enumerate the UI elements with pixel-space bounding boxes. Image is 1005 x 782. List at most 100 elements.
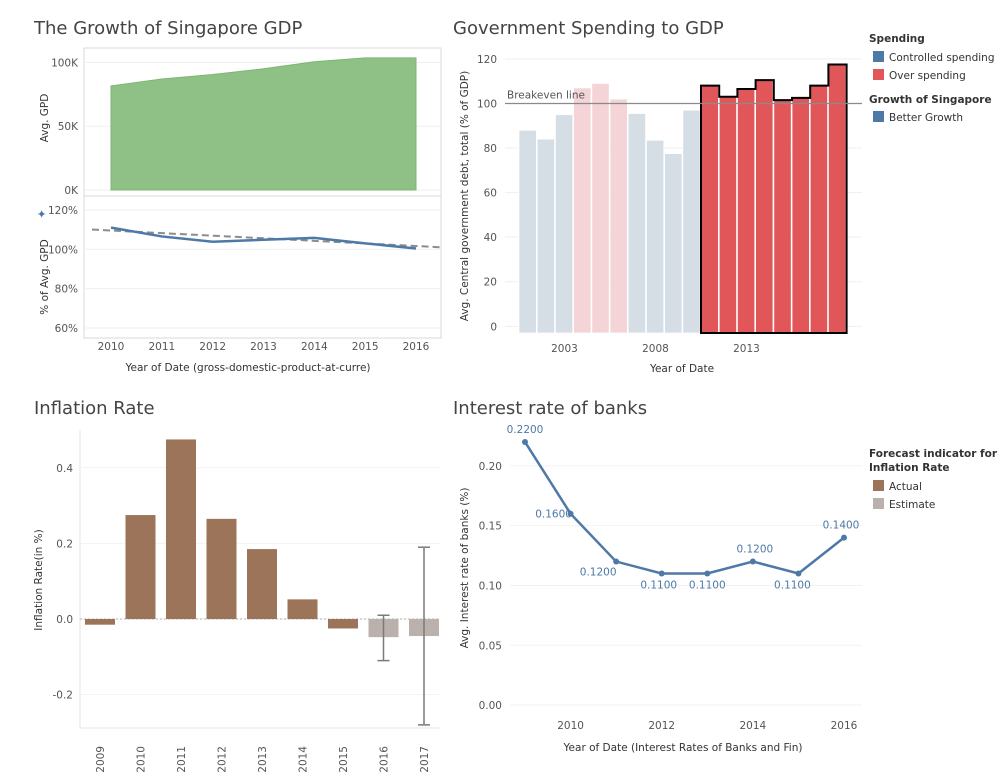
gdp-panel-frame [83, 47, 442, 339]
legend-label-over[interactable]: Over spending [889, 70, 966, 82]
interest-point [704, 570, 711, 577]
interest-data-label: 0.1600 [535, 509, 572, 521]
spending-y-tick-label: 40 [484, 232, 497, 244]
inflation-bar [247, 549, 277, 620]
inflation-y-tick-label: 0.2 [56, 538, 73, 550]
gdp-x-tick-label: 2016 [403, 341, 430, 353]
interest-data-label: 0.1200 [580, 567, 617, 579]
forecast-legend: Forecast indicator for Inflation Rate Ac… [869, 448, 998, 511]
inflation-bar [166, 439, 196, 620]
gdp-x-tick-label: 2010 [98, 341, 125, 353]
inflation-x-tick-label: 2009 [95, 746, 107, 773]
interest-point [749, 558, 756, 565]
spending-bar [809, 85, 829, 334]
legend-swatch-better-growth[interactable] [873, 111, 884, 122]
inflation-x-tick-label: 2010 [136, 746, 148, 773]
inflation-bar [206, 518, 237, 620]
interest-x-tick-label: 2010 [557, 720, 584, 732]
spending-y-tick-label: 80 [484, 143, 497, 155]
spending-y-tick-label: 60 [484, 188, 497, 200]
gdp-bottom-y-tick-label: 100% [48, 244, 78, 256]
legend-label-controlled[interactable]: Controlled spending [889, 52, 995, 64]
gdp-top-y-tick-label: 50K [58, 121, 79, 133]
spending-bar [718, 96, 738, 334]
spending-bar [573, 87, 592, 334]
inflation-x-tick-label: 2017 [419, 746, 431, 773]
legend-swatch-estimate[interactable] [873, 498, 884, 509]
legend-swatch-controlled[interactable] [873, 51, 884, 62]
inflation-chart-title: Inflation Rate [34, 398, 155, 419]
inflation-y-tick-label: -0.2 [53, 690, 74, 702]
interest-data-label: 0.1100 [689, 580, 726, 592]
spending-bar [627, 113, 647, 334]
interest-data-label: 0.1100 [640, 580, 677, 592]
legend-title-forecast-2: Inflation Rate [869, 462, 950, 474]
interest-data-label: 0.1200 [736, 544, 773, 556]
interest-point [613, 558, 620, 565]
spending-y-tick-label: 100 [477, 98, 497, 110]
spending-bar [664, 153, 683, 334]
inflation-y-tick-label: 0.4 [56, 463, 73, 475]
legend-title-growth: Growth of Singapore [869, 94, 992, 106]
interest-y-axis-label: Avg. Interest rate of banks (%) [459, 488, 471, 649]
pin-icon: ✦ [35, 209, 49, 219]
spending-bar [700, 85, 719, 334]
spending-y-tick-label: 20 [484, 277, 497, 289]
interest-line [523, 441, 845, 575]
gdp-x-axis-label: Year of Date (gross-domestic-product-at-… [124, 362, 370, 374]
gdp-top-y-tick-label: 100K [51, 57, 79, 69]
spending-highlight-outline [700, 63, 848, 334]
growth-legend: Growth of Singapore Better Growth [869, 94, 992, 124]
interest-point [841, 534, 847, 541]
spending-x-tick-label: 2003 [551, 343, 578, 355]
legend-label-actual[interactable]: Actual [889, 481, 922, 493]
spending-bar [609, 98, 628, 334]
spending-legend: Spending Controlled spending Over spendi… [869, 33, 995, 82]
spending-bar [737, 88, 756, 334]
inflation-x-tick-label: 2016 [379, 746, 391, 773]
gdp-chart: 0K 50K 100K 60% 80% 100% 120% 2010 2011 2012 2013 2… [48, 57, 442, 353]
inflation-chart: -0.2 0.0 0.2 0.4 2009 2010 2011 2012 2013 2014 201… [53, 430, 440, 773]
gdp-chart-title: The Growth of Singapore GDP [33, 18, 302, 39]
interest-x-axis-label: Year of Date (Interest Rates of Banks an… [563, 742, 803, 754]
inflation-x-tick-label: 2013 [257, 746, 269, 773]
inflation-x-tick-label: 2012 [217, 746, 229, 773]
inflation-bar [328, 619, 358, 629]
interest-y-tick-label: 0.10 [479, 580, 502, 592]
interest-y-tick-label: 0.05 [479, 640, 502, 652]
interest-point [795, 570, 802, 577]
gdp-x-tick-label: 2014 [301, 341, 328, 353]
gdp-area [110, 57, 417, 191]
gdp-x-tick-label: 2012 [199, 341, 226, 353]
interest-data-label: 0.2200 [507, 424, 544, 436]
breakeven-line-label: Breakeven line [507, 89, 585, 101]
gdp-bottom-y-tick-label: 120% [48, 205, 78, 217]
inflation-x-tick-label: 2015 [338, 746, 350, 773]
legend-swatch-over[interactable] [873, 69, 884, 80]
gdp-x-tick-label: 2011 [148, 341, 175, 353]
interest-chart-title: Interest rate of banks [453, 398, 647, 419]
interest-x-tick-label: 2014 [739, 720, 766, 732]
spending-x-tick-label: 2013 [733, 343, 760, 355]
gdp-bottom-y-axis-label: % of Avg. GPD [39, 239, 51, 314]
interest-point [522, 438, 528, 445]
spending-x-axis-label: Year of Date [649, 363, 714, 375]
legend-label-estimate[interactable]: Estimate [889, 499, 935, 511]
interest-x-tick-label: 2016 [831, 720, 858, 732]
gdp-bottom-y-tick-label: 60% [55, 323, 78, 335]
legend-swatch-actual[interactable] [873, 480, 884, 491]
gdp-percent-line [110, 226, 417, 250]
legend-title-spending: Spending [869, 33, 925, 45]
spending-bar [755, 79, 774, 334]
interest-y-tick-label: 0.20 [479, 461, 502, 473]
interest-y-tick-label: 0.00 [479, 700, 502, 712]
inflation-bar [125, 515, 156, 620]
spending-bar [646, 139, 665, 334]
legend-title-forecast-1: Forecast indicator for [869, 448, 998, 460]
gdp-bottom-y-tick-label: 80% [55, 284, 78, 296]
spending-x-tick-label: 2008 [642, 343, 669, 355]
spending-bar [591, 83, 610, 334]
legend-label-better-growth[interactable]: Better Growth [889, 112, 963, 124]
spending-chart: 0 20 40 60 80 100 120 Breakeven line 2003 2008 201… [477, 54, 862, 355]
gdp-top-y-axis-label: Avg. GPD [39, 94, 51, 143]
